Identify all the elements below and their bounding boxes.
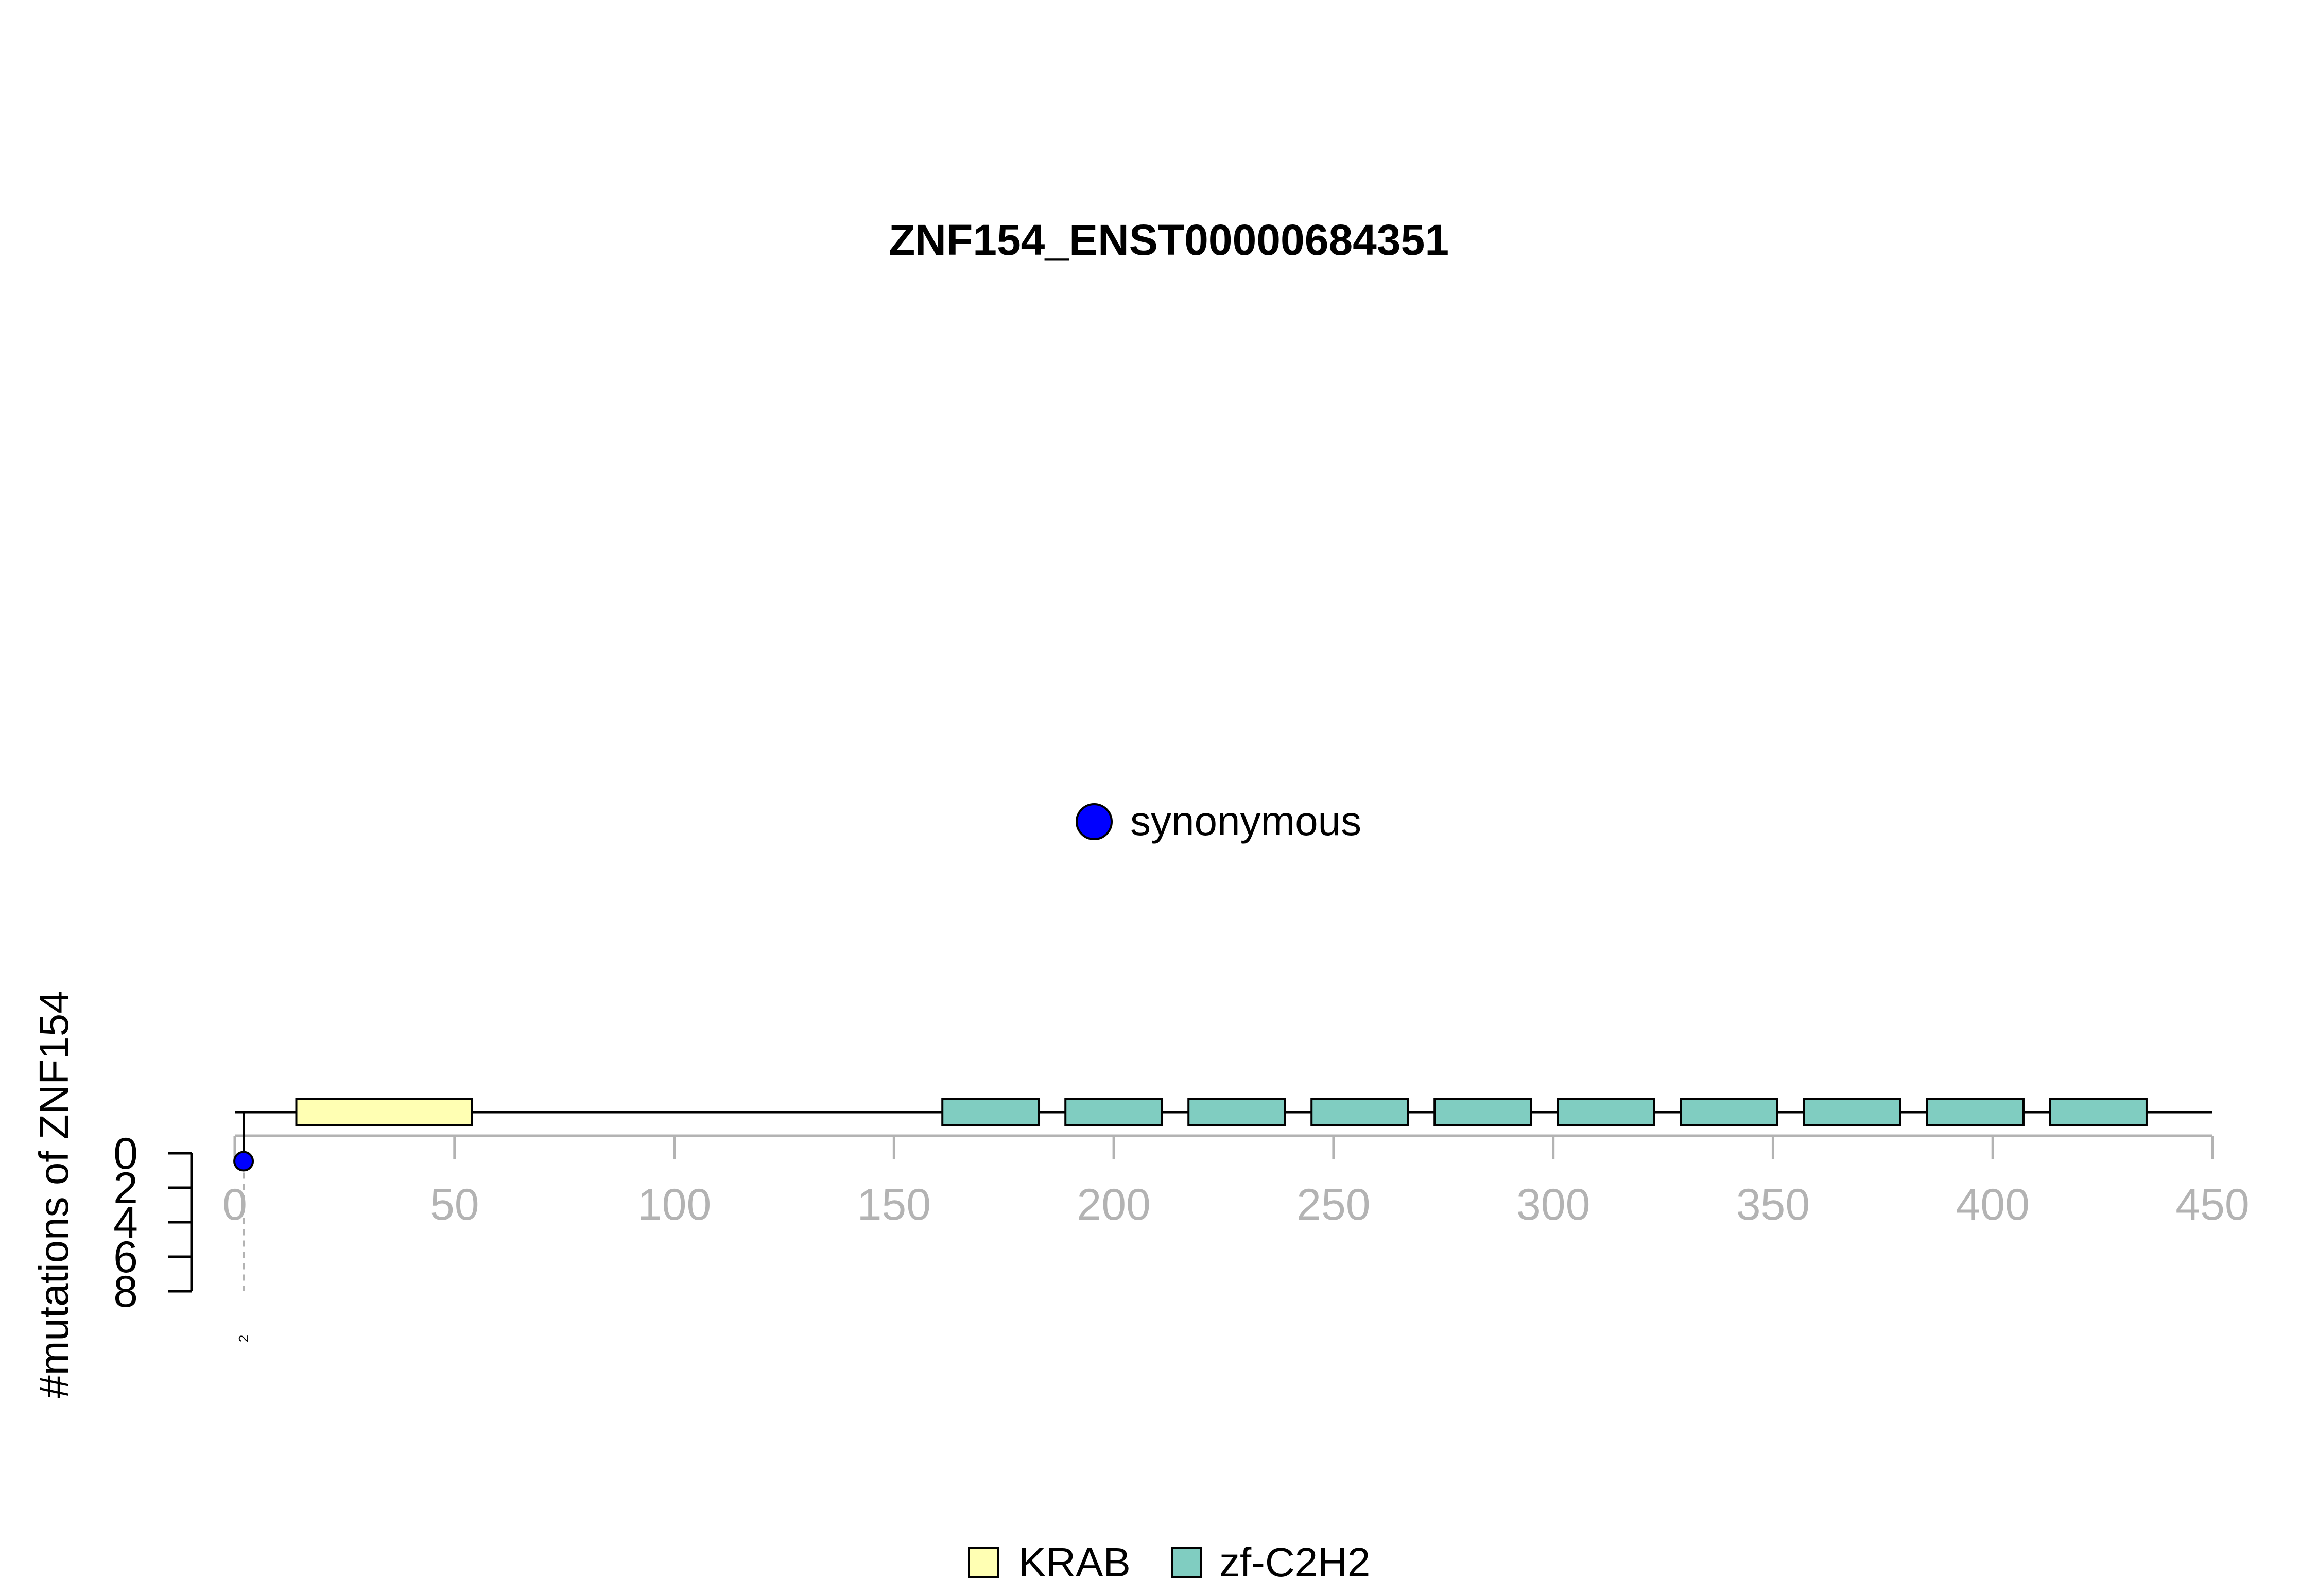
zf-c2h2-domain — [1926, 1098, 2025, 1126]
y-tick-label: 4 — [113, 1198, 138, 1247]
zf-c2h2-legend-swatch — [1171, 1547, 1202, 1578]
zf-c2h2-domain — [1310, 1098, 1409, 1126]
chart-title: ZNF154_ENST00000684351 — [889, 216, 1449, 264]
y-tick-label: 2 — [113, 1164, 138, 1213]
x-axis: 0 50 100 150 200 250 300 350 400 450 — [222, 1134, 2250, 1229]
y-axis-label: #mutations of ZNF154 — [31, 991, 77, 1398]
krab-domain — [295, 1098, 473, 1126]
zf-c2h2-domain — [941, 1098, 1041, 1126]
mutation-legend: synonymous — [1076, 798, 1361, 844]
x-tick-label: 150 — [857, 1180, 931, 1229]
protein-track — [235, 1098, 2212, 1126]
mutation-lollipops: 2 — [233, 1112, 254, 1342]
mutation-point — [233, 1151, 254, 1172]
y-tick-label: 8 — [113, 1267, 138, 1316]
x-tick-label: 300 — [1516, 1180, 1590, 1229]
mutation-position-label: 2 — [236, 1335, 251, 1342]
x-tick-label: 100 — [637, 1180, 712, 1229]
x-tick-label: 350 — [1736, 1180, 1810, 1229]
x-tick-label: 450 — [2175, 1180, 2250, 1229]
zf-c2h2-domain — [1187, 1098, 1286, 1126]
zf-c2h2-domain — [1803, 1098, 1901, 1126]
zf-c2h2-domain — [1433, 1098, 1532, 1126]
x-tick-label: 200 — [1077, 1180, 1151, 1229]
x-tick-label: 250 — [1296, 1180, 1371, 1229]
krab-legend-label: KRAB — [1018, 1539, 1131, 1585]
x-tick-label: 50 — [430, 1180, 479, 1229]
zf-c2h2-domain — [1557, 1098, 1655, 1126]
synonymous-legend-marker — [1076, 803, 1113, 840]
y-tick-label: 0 — [113, 1129, 138, 1178]
domain-legend: KRAB zf-C2H2 — [968, 1539, 1370, 1585]
synonymous-legend-label: synonymous — [1130, 798, 1361, 844]
x-tick-label: 400 — [1956, 1180, 2030, 1229]
zf-c2h2-domain — [1680, 1098, 1778, 1126]
zf-c2h2-domain — [2049, 1098, 2148, 1126]
y-tick-label: 6 — [113, 1233, 138, 1282]
krab-legend-swatch — [968, 1547, 999, 1578]
zf-c2h2-legend-label: zf-C2H2 — [1219, 1539, 1370, 1585]
zf-c2h2-domain — [1064, 1098, 1164, 1126]
